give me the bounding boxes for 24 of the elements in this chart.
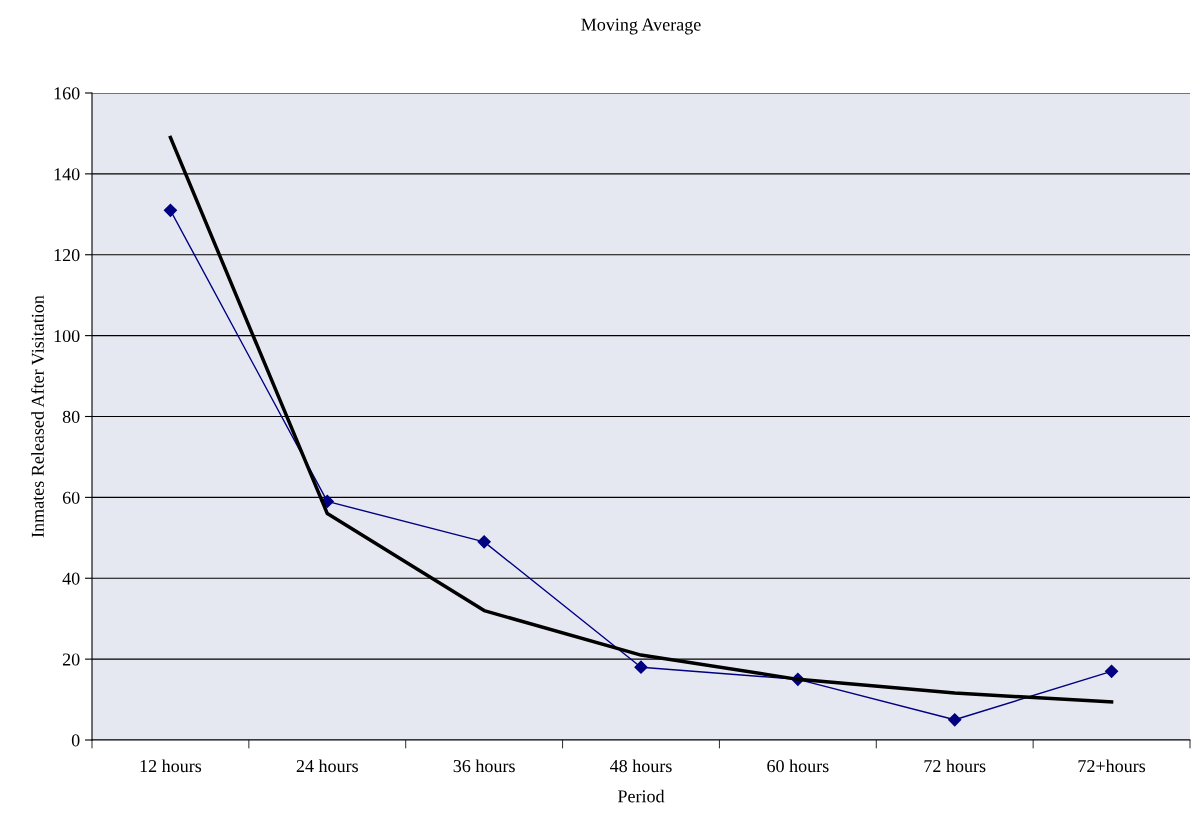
y-tick-label: 100 <box>54 329 80 343</box>
point <box>1104 664 1119 678</box>
y-tick-label: 80 <box>62 410 80 423</box>
y-tick-label: 0 <box>71 734 80 747</box>
chart-title: Moving Average <box>581 18 701 35</box>
point <box>634 660 648 674</box>
y-axis-title: Inmates Released After Visitation <box>31 295 44 538</box>
point <box>477 535 491 549</box>
x-tick-label: 60 hours <box>767 759 829 773</box>
x-axis-title: Period <box>617 789 665 803</box>
x-tick-label: 48 hours <box>610 759 672 773</box>
y-tick-label: 120 <box>54 249 80 262</box>
x-tick-label: 12 hours <box>140 759 202 773</box>
y-tick-label: 160 <box>54 87 80 100</box>
x-tick-label: 36 hours <box>453 759 515 773</box>
point <box>948 713 962 727</box>
x-tick-label: 24 hours <box>296 759 358 773</box>
x-tick-label: 72 hours <box>924 759 986 773</box>
point <box>163 203 178 217</box>
y-tick-label: 40 <box>62 572 80 585</box>
y-tick-label: 20 <box>62 653 80 666</box>
y-tick-label: 60 <box>62 491 80 504</box>
x-tick-label: 72+hours <box>1078 759 1146 773</box>
y-tick-label: 140 <box>54 168 80 181</box>
